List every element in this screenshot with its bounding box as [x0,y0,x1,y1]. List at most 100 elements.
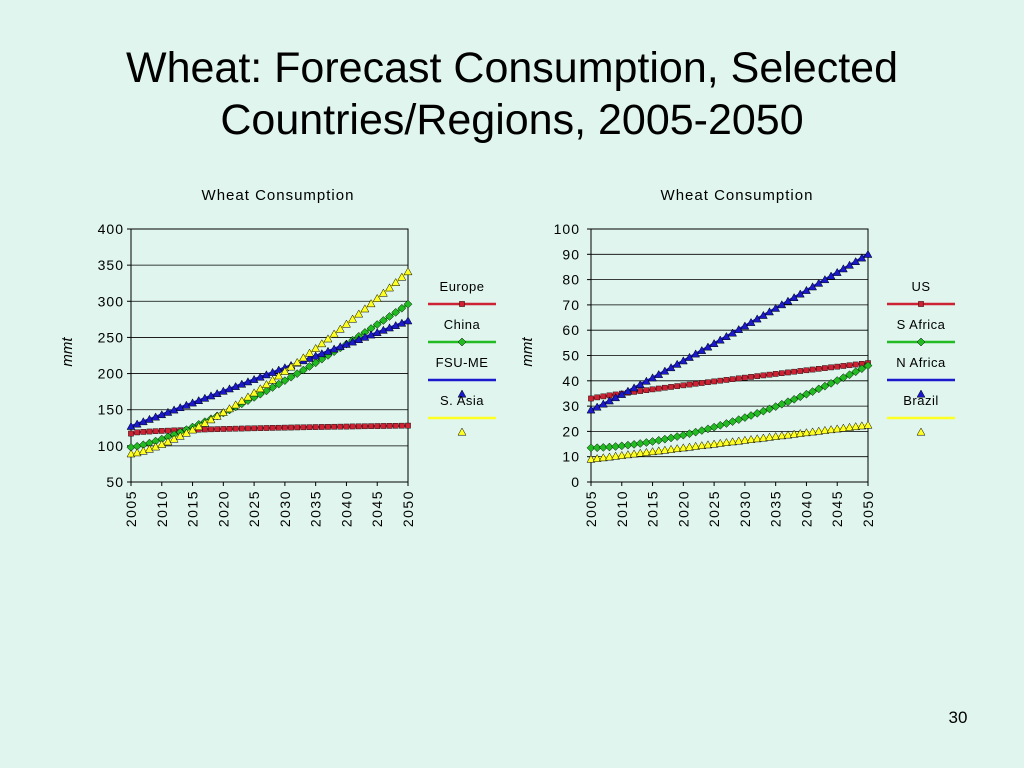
x-tick-label: 2040 [798,490,814,527]
data-point [188,398,197,407]
legend-marker [916,337,926,347]
data-point [734,436,744,445]
data-point [623,386,633,395]
y-tick-label: 60 [562,322,580,338]
data-point [323,346,333,355]
series-brazil [586,420,873,463]
data-point [348,337,358,346]
data-point [343,423,350,430]
data-point [138,417,148,426]
legend-label: China [444,317,481,332]
data-point [275,424,282,431]
x-tick-label: 2020 [675,490,691,527]
data-point [335,342,345,351]
data-point [391,320,401,329]
data-point [319,424,325,430]
legend-marker [459,301,465,307]
legend-entry: Brazil [887,393,955,436]
slide-title-line-1: Wheat: Forecast Consumption, Selected [126,44,898,92]
data-point [299,365,308,375]
series-s-africa [586,361,873,453]
data-point [832,424,842,433]
legend-label: Brazil [903,393,939,408]
data-point [175,403,185,412]
x-tick-label: 2005 [123,490,139,527]
data-point [261,370,271,379]
y-tick-label: 70 [562,297,580,313]
data-point [294,424,301,431]
data-point [354,309,364,318]
data-point [802,389,811,399]
data-point [372,328,382,336]
data-point [306,424,313,430]
data-point [826,425,836,434]
data-point [674,383,680,389]
data-point [742,374,748,381]
x-tick-label: 2030 [737,490,753,527]
data-point [857,364,867,374]
data-point [145,444,154,453]
data-point [822,365,828,371]
data-point [697,441,707,450]
data-point [263,425,270,431]
x-tick-label: 2005 [583,490,599,527]
data-point [220,426,227,432]
data-point [243,377,253,386]
data-point [814,426,824,435]
data-point [218,386,228,395]
data-point [629,383,639,392]
y-tick-label: 40 [562,373,580,389]
data-point [728,437,738,446]
legend-label: S Africa [897,317,946,332]
data-point [826,379,836,388]
data-point [721,438,731,446]
data-point [269,425,276,431]
data-point [348,314,358,323]
data-point [832,376,842,385]
data-point [851,367,861,377]
data-point [337,423,344,430]
data-point [691,441,701,450]
data-point [685,442,694,451]
data-point [288,424,294,431]
data-point [397,303,407,313]
data-point [280,376,290,385]
data-point [225,384,234,393]
data-point [292,369,302,378]
data-point [385,323,394,332]
data-point [686,381,693,388]
data-point [134,429,140,436]
data-point [635,448,645,457]
data-point [765,432,774,441]
data-point [641,447,651,456]
data-point [709,439,719,448]
y-tick-label: 400 [98,221,124,237]
data-point [668,384,674,390]
data-point [231,400,241,409]
data-point [754,373,760,379]
x-tick-label: 2015 [185,490,201,527]
data-point [820,381,830,391]
data-point [809,366,816,373]
legend-entry: FSU-ME [428,355,496,398]
data-point [789,429,799,438]
slide-title-line-2: Countries/Regions, 2005-2050 [220,96,804,144]
data-point [268,367,278,376]
data-point [752,434,762,443]
data-point [588,395,594,402]
data-point [255,372,265,381]
data-point [598,443,608,452]
data-point [251,425,257,432]
x-tick-label: 2040 [338,490,354,527]
data-point [311,343,321,352]
y-tick-label: 50 [562,348,580,364]
data-point [200,393,210,402]
data-point [206,391,216,400]
data-point [771,402,781,411]
data-point [397,272,407,281]
data-point [378,288,388,297]
legend-entry: China [428,317,496,347]
data-point [586,405,596,414]
data-point [175,431,185,440]
data-point [692,380,699,387]
